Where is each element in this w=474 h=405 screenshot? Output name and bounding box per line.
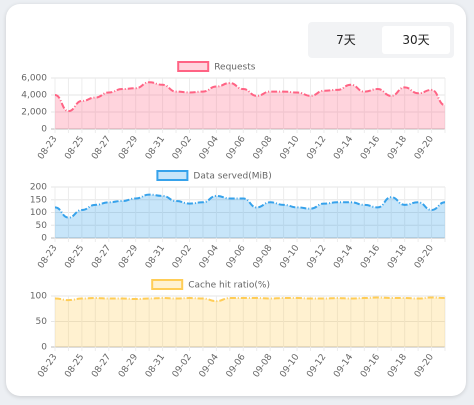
tab-30d[interactable]: 30天 — [382, 26, 450, 54]
legend-label: Data served(MiB) — [193, 172, 271, 182]
x-tick-label: 08-31 — [144, 243, 167, 270]
x-tick-label: 08-31 — [144, 134, 167, 161]
x-tick-label: 08-29 — [117, 352, 140, 379]
tab-group: 7天 30天 — [308, 22, 454, 58]
line — [54, 296, 446, 303]
x-tick-label: 09-12 — [305, 134, 328, 161]
x-tick-label: 09-14 — [332, 134, 355, 161]
x-tick-label: 08-27 — [90, 243, 113, 270]
x-tick-label: 09-18 — [386, 134, 409, 161]
x-tick-label: 09-18 — [386, 352, 409, 379]
legend-swatch — [151, 279, 184, 290]
x-tick-label: 09-06 — [225, 134, 248, 161]
x-tick-label: 09-12 — [305, 352, 328, 379]
legend-swatch — [156, 170, 189, 181]
x-tick-label: 08-27 — [90, 134, 113, 161]
x-tick-label: 09-16 — [359, 243, 382, 270]
y-tick-label: 50 — [36, 221, 48, 231]
legend-swatch — [177, 61, 210, 72]
area — [55, 194, 445, 238]
x-tick-label: 09-04 — [198, 243, 221, 270]
x-tick-label: 09-20 — [413, 243, 436, 270]
area — [55, 82, 445, 129]
y-tick-label: 50 — [36, 317, 48, 327]
x-tick-label: 08-25 — [63, 352, 86, 379]
line — [54, 193, 446, 219]
y-tick-label: 100 — [30, 208, 47, 218]
x-tick-label: 09-16 — [359, 134, 382, 161]
x-tick-label: 08-27 — [90, 352, 113, 379]
x-tick-label: 09-08 — [251, 243, 274, 270]
y-tick-label: 4,000 — [21, 91, 47, 101]
y-tick-label: 100 — [30, 292, 47, 302]
x-tick-label: 09-10 — [278, 352, 301, 379]
x-tick-label: 09-16 — [359, 352, 382, 379]
y-tick-label: 0 — [41, 343, 47, 353]
x-tick-label: 09-02 — [171, 243, 194, 270]
y-tick-label: 6,000 — [21, 74, 47, 84]
x-tick-label: 09-08 — [251, 134, 274, 161]
x-tick-label: 08-25 — [63, 134, 86, 161]
legend-label: Cache hit ratio(%) — [188, 281, 270, 291]
x-tick-label: 08-29 — [117, 243, 140, 270]
x-tick-label: 08-25 — [63, 243, 86, 270]
x-tick-label: 09-12 — [305, 243, 328, 270]
x-tick-label: 09-14 — [332, 243, 355, 270]
y-tick-label: 200 — [30, 183, 47, 193]
x-tick-label: 09-14 — [332, 352, 355, 379]
x-tick-label: 09-04 — [198, 352, 221, 379]
y-tick-label: 150 — [30, 195, 47, 205]
x-tick-label: 09-08 — [251, 352, 274, 379]
legend-label: Requests — [214, 63, 256, 73]
x-tick-label: 09-18 — [386, 243, 409, 270]
x-tick-label: 08-23 — [36, 134, 59, 161]
x-tick-label: 09-02 — [171, 352, 194, 379]
y-tick-label: 2,000 — [21, 108, 47, 118]
x-tick-label: 09-04 — [198, 134, 221, 161]
y-tick-label: 0 — [41, 234, 47, 244]
x-tick-label: 08-31 — [144, 352, 167, 379]
y-tick-label: 0 — [41, 125, 47, 135]
x-tick-label: 09-20 — [413, 352, 436, 379]
x-tick-label: 09-06 — [225, 243, 248, 270]
area — [55, 297, 445, 347]
x-tick-label: 09-10 — [278, 134, 301, 161]
line — [54, 81, 446, 113]
x-tick-label: 08-23 — [36, 352, 59, 379]
x-tick-label: 09-06 — [225, 352, 248, 379]
tab-7d[interactable]: 7天 — [336, 33, 356, 47]
x-tick-label: 09-02 — [171, 134, 194, 161]
x-tick-label: 09-20 — [413, 134, 436, 161]
x-tick-label: 08-29 — [117, 134, 140, 161]
x-tick-label: 08-23 — [36, 243, 59, 270]
x-tick-label: 09-10 — [278, 243, 301, 270]
